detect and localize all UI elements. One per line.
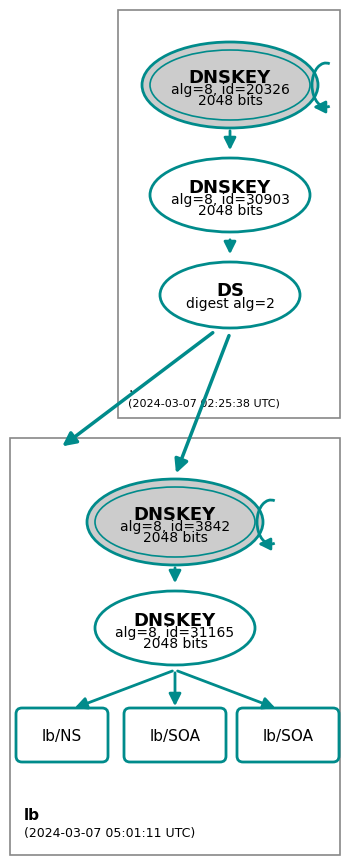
Text: .: . (128, 381, 132, 395)
Text: 2048 bits: 2048 bits (143, 637, 207, 651)
Bar (10, 438, 340, 855)
Text: DNSKEY: DNSKEY (134, 506, 216, 524)
Text: digest alg=2: digest alg=2 (186, 297, 274, 311)
Text: alg=8, id=3842: alg=8, id=3842 (120, 520, 230, 534)
Text: DS: DS (216, 282, 244, 300)
Ellipse shape (95, 591, 255, 665)
Ellipse shape (142, 42, 318, 128)
FancyBboxPatch shape (16, 708, 108, 762)
Ellipse shape (150, 158, 310, 232)
Text: (2024-03-07 02:25:38 UTC): (2024-03-07 02:25:38 UTC) (128, 398, 280, 408)
Text: alg=8, id=30903: alg=8, id=30903 (171, 193, 290, 207)
Ellipse shape (160, 262, 300, 328)
Text: DNSKEY: DNSKEY (189, 69, 271, 87)
Text: lb/SOA: lb/SOA (150, 728, 200, 744)
Text: lb: lb (24, 808, 40, 823)
Text: DNSKEY: DNSKEY (134, 612, 216, 630)
Text: lb/SOA: lb/SOA (263, 728, 313, 744)
FancyBboxPatch shape (124, 708, 226, 762)
Text: lb/NS: lb/NS (42, 728, 82, 744)
Bar (118, 10, 340, 418)
FancyBboxPatch shape (237, 708, 339, 762)
Text: alg=8, id=31165: alg=8, id=31165 (115, 626, 234, 640)
Text: DNSKEY: DNSKEY (189, 179, 271, 197)
Text: 2048 bits: 2048 bits (143, 531, 207, 545)
Text: 2048 bits: 2048 bits (198, 94, 263, 108)
Text: 2048 bits: 2048 bits (198, 204, 263, 218)
Ellipse shape (87, 479, 263, 565)
Text: alg=8, id=20326: alg=8, id=20326 (171, 83, 290, 97)
Text: (2024-03-07 05:01:11 UTC): (2024-03-07 05:01:11 UTC) (24, 826, 195, 840)
